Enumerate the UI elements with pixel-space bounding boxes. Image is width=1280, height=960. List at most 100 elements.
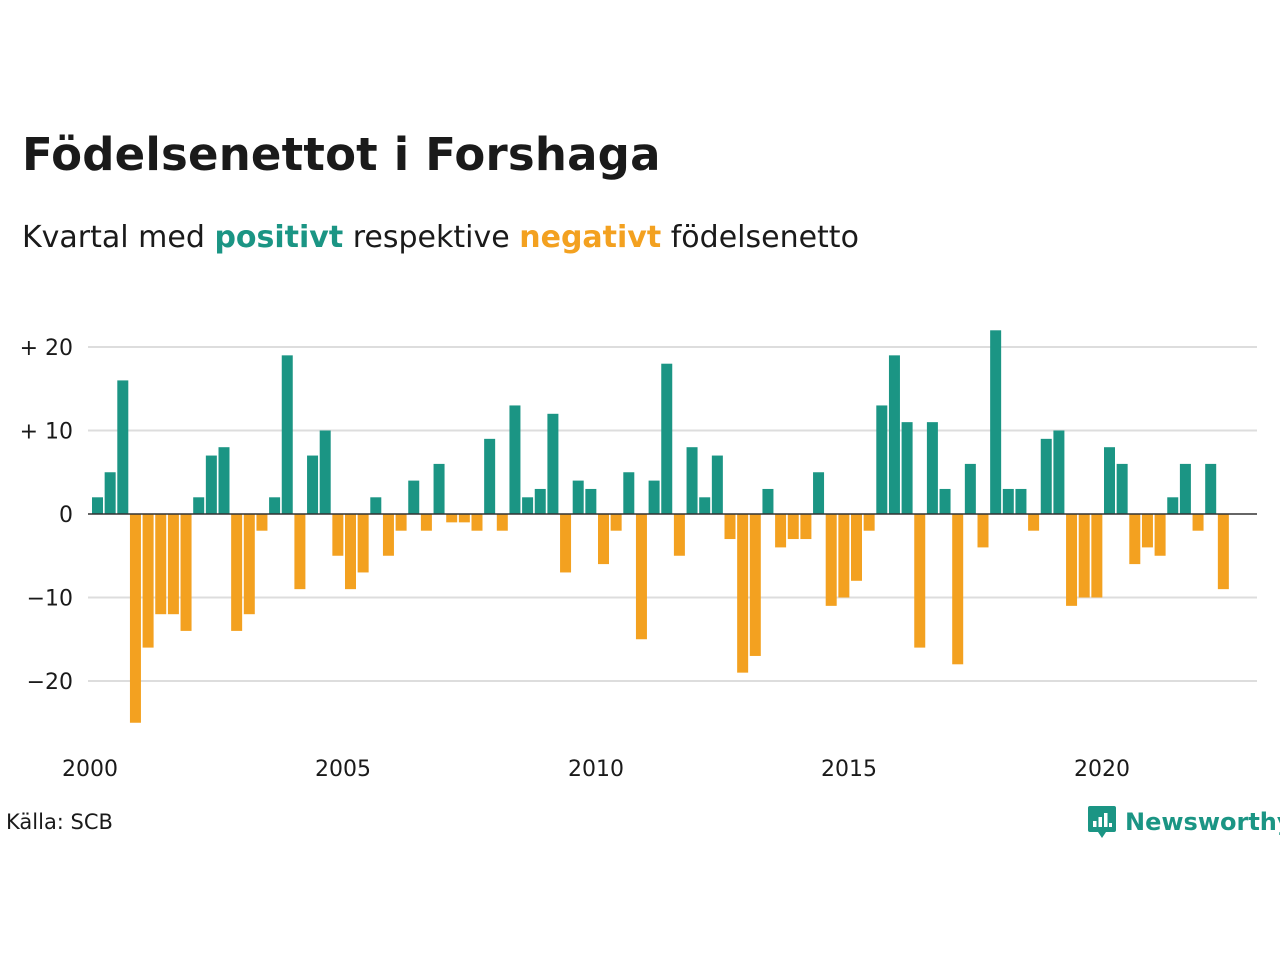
bar-negative — [142, 514, 154, 648]
bar-positive — [762, 488, 774, 514]
y-tick-label: + 20 — [20, 336, 73, 361]
bar-positive — [1104, 447, 1115, 514]
bar-positive — [711, 455, 723, 514]
bar-positive — [876, 405, 888, 514]
x-tick-label: 2020 — [1074, 757, 1130, 782]
bar-negative — [1154, 514, 1166, 556]
bar-negative — [446, 514, 458, 523]
bar-positive — [585, 488, 597, 514]
x-tick-label: 2015 — [821, 757, 877, 782]
bar-negative — [977, 514, 989, 548]
x-tick-label: 2005 — [315, 757, 371, 782]
bar-negative — [952, 514, 964, 665]
bar-positive — [522, 497, 534, 514]
bar-positive — [1179, 463, 1191, 514]
subtitle-middle: respektive — [352, 220, 510, 255]
bar-positive — [218, 447, 230, 514]
bar-positive — [990, 330, 1002, 514]
bar-negative — [851, 514, 862, 581]
bar-negative — [635, 514, 647, 640]
bar-positive — [901, 422, 913, 514]
bar-positive — [1053, 430, 1065, 514]
bar-negative — [737, 514, 749, 673]
chart-title: Födelsenettot i Forshaga — [22, 128, 661, 181]
bar-negative — [382, 514, 394, 556]
bar-positive — [699, 497, 711, 514]
bar-negative — [863, 514, 875, 531]
bar-positive — [623, 472, 635, 514]
bar-negative — [825, 514, 837, 606]
bar-positive — [92, 497, 103, 514]
y-tick-label: −10 — [27, 587, 73, 612]
brand-name: Newsworthy — [1125, 808, 1280, 836]
bar-positive — [939, 488, 951, 514]
bar-negative — [775, 514, 787, 548]
x-tick-label: 2010 — [568, 757, 624, 782]
chart-subtitle: Kvartal med positivt respektive negativt… — [22, 220, 859, 255]
bar-negative — [800, 514, 812, 540]
bar-positive — [1002, 488, 1014, 514]
newsworthy-logo-icon — [1088, 806, 1116, 838]
bar-positive — [307, 455, 319, 514]
bar-positive — [509, 405, 521, 514]
bar-negative — [1129, 514, 1141, 565]
bar-positive — [572, 480, 584, 514]
bar-positive — [534, 488, 546, 514]
y-tick-label: + 10 — [20, 420, 73, 445]
subtitle-suffix: födelsenetto — [670, 220, 859, 255]
bar-negative — [560, 514, 572, 573]
bar-negative — [155, 514, 167, 615]
bar-negative — [598, 514, 609, 565]
bar-negative — [458, 514, 470, 523]
bar-negative — [1066, 514, 1078, 606]
bar-negative — [129, 514, 141, 723]
y-tick-label: 0 — [59, 503, 73, 528]
bar-positive — [686, 447, 698, 514]
bar-negative — [1028, 514, 1040, 531]
bar-positive — [370, 497, 382, 514]
bar-positive — [813, 472, 825, 514]
subtitle-positive-word: positivt — [214, 220, 344, 255]
bar-positive — [888, 355, 900, 514]
bar-positive — [205, 455, 217, 514]
bar-negative — [1078, 514, 1090, 598]
bar-positive — [117, 380, 129, 514]
bar-positive — [1040, 438, 1052, 514]
brand-logo: Newsworthy — [1087, 803, 1280, 841]
bar-positive — [1167, 497, 1179, 514]
bar-negative — [1192, 514, 1204, 531]
bar-positive — [1116, 463, 1128, 514]
bar-negative — [332, 514, 344, 556]
bar-negative — [787, 514, 799, 540]
bar-negative — [231, 514, 243, 631]
subtitle-prefix: Kvartal med — [22, 220, 205, 255]
bar-negative — [749, 514, 761, 656]
bar-negative — [420, 514, 432, 531]
bar-positive — [319, 430, 331, 514]
bar-negative — [256, 514, 268, 531]
bar-negative — [243, 514, 255, 615]
x-tick-label: 2000 — [62, 757, 118, 782]
bar-positive — [281, 355, 293, 514]
bar-negative — [1217, 514, 1229, 590]
bar-positive — [433, 463, 445, 514]
bar-negative — [294, 514, 306, 590]
bar-positive — [269, 497, 281, 514]
bar-positive — [547, 413, 559, 514]
bar-negative — [1091, 514, 1103, 598]
bar-positive — [926, 422, 938, 514]
bar-positive — [964, 463, 976, 514]
bar-negative — [610, 514, 622, 531]
bar-negative — [471, 514, 483, 531]
bar-negative — [167, 514, 179, 615]
bar-positive — [648, 480, 660, 514]
bar-positive — [408, 480, 420, 514]
bar-negative — [345, 514, 356, 590]
bar-negative — [838, 514, 850, 598]
bar-positive — [484, 438, 496, 514]
bar-positive — [661, 363, 673, 514]
bar-positive — [1015, 488, 1027, 514]
bar-negative — [724, 514, 736, 540]
bar-negative — [673, 514, 685, 556]
bar-positive — [193, 497, 205, 514]
